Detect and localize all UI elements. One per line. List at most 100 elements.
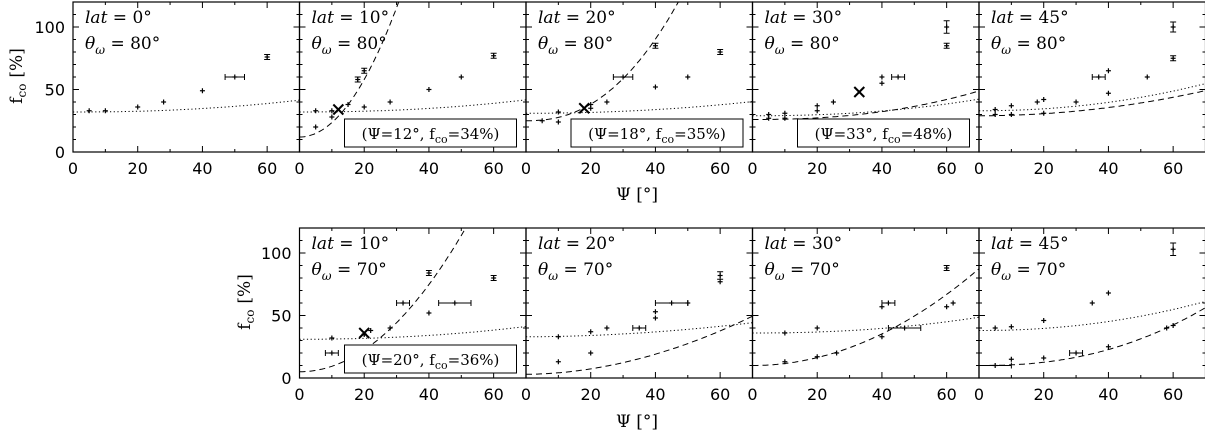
x-tick-label: 20 — [128, 159, 148, 178]
data-point — [782, 110, 788, 116]
panel-lat-label: lat = 30° — [765, 8, 843, 28]
series-dotted — [979, 242, 1205, 331]
data-point — [814, 103, 820, 109]
crossing-marker — [332, 103, 345, 116]
panel-lat-label: lat = 20° — [538, 234, 616, 254]
data-point — [604, 325, 610, 331]
data-point — [1105, 68, 1111, 74]
series-dotted — [526, 271, 753, 340]
x-tick-label: 0 — [747, 385, 757, 404]
series-dotted — [299, 52, 526, 114]
panel-lat-label: lat = 20° — [538, 8, 616, 28]
series-dashed — [979, 307, 1205, 369]
data-point — [1105, 90, 1111, 96]
panel-theta-label: θω = 70° — [312, 260, 387, 283]
series-dotted — [73, 54, 300, 114]
series-dashed — [752, 268, 979, 366]
data-point — [1170, 323, 1176, 328]
panel-theta-label: θω = 70° — [765, 260, 840, 283]
data-point — [135, 104, 141, 110]
x-tick-label: 20 — [807, 385, 827, 404]
data-point — [685, 300, 691, 306]
data-point — [830, 99, 836, 105]
data-point — [612, 74, 634, 80]
data-point — [814, 354, 820, 360]
panel-theta-label: θω = 70° — [538, 260, 613, 283]
x-tick-label: 0 — [521, 385, 531, 404]
crossing-marker — [853, 86, 865, 98]
x-tick-label: 0 — [68, 159, 78, 178]
y-axis-label-f: f — [235, 322, 255, 330]
fit-curve — [979, 307, 1205, 366]
series-dotted — [752, 265, 979, 336]
data-point — [1008, 356, 1014, 362]
data-point — [1089, 300, 1095, 306]
panel-lat-label: lat = 10° — [312, 234, 390, 254]
panel-4: 0 20 40 60 lat = 45° θω = 80° — [974, 1, 1205, 178]
y-tick-label: 0 — [55, 143, 65, 162]
data-point — [992, 107, 998, 112]
series-dashed — [526, 2, 679, 125]
crossing-x-stroke — [332, 103, 345, 116]
data-point — [881, 300, 896, 306]
fit-curve — [979, 301, 1205, 331]
y-axis-label-f: f — [7, 96, 27, 104]
panel-lat-label: lat = 45° — [991, 234, 1069, 254]
data-point — [86, 108, 92, 114]
x-tick-label: 40 — [419, 159, 439, 178]
data-point — [490, 275, 497, 281]
x-tick-label: 60 — [257, 159, 277, 178]
panel-2: 0 20 40 60 lat = 20° θω = 80° (Ψ=18°, fco=35%) — [521, 1, 754, 178]
y-axis-label-sub: co — [15, 84, 29, 98]
data-point — [685, 74, 691, 80]
data-point — [426, 87, 432, 92]
panel-theta-label: θω = 70° — [991, 260, 1066, 283]
fit-curve — [979, 83, 1205, 112]
series-dotted — [526, 49, 753, 115]
series-dotted — [752, 42, 979, 117]
panel-1: 0 20 40 60 lat = 10° θω = 80° (Ψ=12°, fco=34%) — [294, 1, 527, 178]
data-point — [992, 325, 998, 331]
series-dashed — [526, 279, 753, 375]
panel-8: 0 20 40 60 lat = 45° θω = 70° — [974, 227, 1205, 404]
crossing-x-stroke — [358, 327, 370, 339]
fit-curve — [752, 90, 979, 120]
panels-layer: 0 20 40 60 0 50 100 lat = 0° θω = 80° 0 20 40 60 lat … — [34, 1, 1205, 404]
data-point — [879, 80, 885, 86]
data-point — [1144, 74, 1150, 80]
y-tick-label: 0 — [281, 369, 291, 388]
data-point — [604, 99, 610, 105]
panel-5: 0 20 40 60 0 50 100 lat = 10° θω = 70° (Ψ=20°, fc… — [261, 227, 527, 404]
data-point — [943, 20, 950, 34]
series-dashed — [299, 228, 467, 373]
crossing-x-stroke — [853, 86, 865, 98]
series-dashed — [299, 2, 400, 138]
data-point — [490, 52, 497, 59]
x-tick-label: 40 — [419, 385, 439, 404]
data-point — [1164, 325, 1170, 331]
x-tick-label: 60 — [710, 385, 730, 404]
data-point — [588, 329, 594, 335]
data-point — [1008, 112, 1014, 117]
x-axis-label-bottom: Ψ [°] — [616, 412, 658, 432]
data-point — [354, 76, 361, 83]
data-point — [555, 334, 561, 340]
x-tick-label: 60 — [483, 385, 503, 404]
crossing-label: (Ψ=12°, fco=34%) — [362, 125, 500, 146]
panel-theta-label: θω = 80° — [312, 34, 387, 57]
data-point — [652, 309, 658, 315]
x-tick-label: 0 — [974, 159, 984, 178]
data-point — [1041, 318, 1047, 323]
fit-curve — [299, 326, 526, 340]
fit-curve — [299, 2, 400, 138]
fit-curve — [73, 99, 300, 113]
y-axis-label-bottom: fco [%] — [235, 274, 257, 330]
data-point — [1008, 103, 1014, 109]
data-point — [1041, 110, 1047, 116]
data-point — [782, 359, 788, 365]
panel-lat-label: lat = 30° — [765, 234, 843, 254]
x-tick-label: 40 — [872, 159, 892, 178]
data-point — [555, 119, 561, 125]
data-point — [652, 315, 658, 321]
data-point — [426, 310, 432, 316]
